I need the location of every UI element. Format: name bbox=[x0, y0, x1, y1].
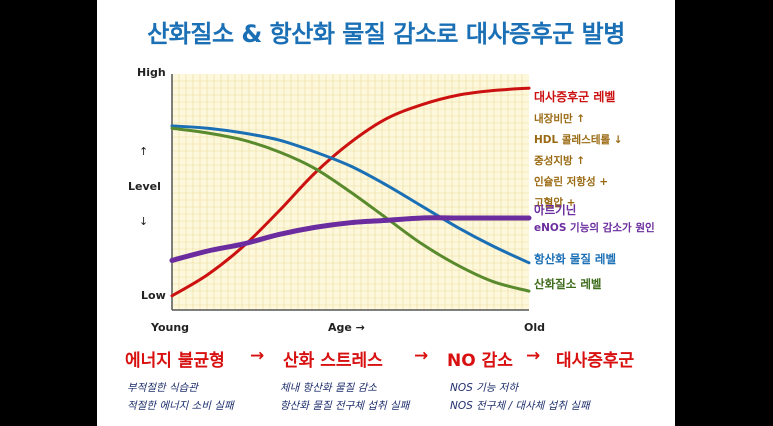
note-col1-line1: 부적절한 식습관 bbox=[127, 382, 198, 394]
x-end-label: Old bbox=[524, 321, 545, 334]
flow-arrow-1: → bbox=[250, 346, 265, 366]
x-axis-label: Age → bbox=[328, 321, 365, 334]
flow-step-energy: 에너지 불균형 bbox=[125, 351, 225, 371]
factor-hdl: HDL 콜레스테롤 ↓ bbox=[534, 133, 623, 146]
legend-nitric-oxide: 산화질소 레벨 bbox=[534, 277, 601, 291]
arginine-note: eNOS 기능의 감소가 원인 bbox=[534, 221, 655, 234]
note-col2-line1: 체내 항산화 물질 감소 bbox=[280, 382, 377, 394]
legend-arginine: 아르기닌 bbox=[534, 203, 576, 217]
factor-hypertension: 고혈압 + bbox=[534, 196, 575, 209]
flow-arrow-3: → bbox=[526, 346, 541, 366]
y-up-arrow: ↑ bbox=[139, 145, 148, 158]
series-antioxidant bbox=[170, 124, 531, 265]
y-axis-label: Level bbox=[128, 180, 161, 193]
factor-visceral-fat: 내장비만 ↑ bbox=[534, 112, 585, 125]
series-metabolic-syndrome bbox=[170, 86, 531, 298]
page-title: 산화질소 & 항산화 물질 감소로 대사증후군 발병 bbox=[147, 20, 625, 48]
y-down-arrow: ↓ bbox=[139, 215, 148, 228]
flow-step-no: NO 감소 bbox=[447, 351, 513, 371]
legend-antioxidant: 항산화 물질 레벨 bbox=[534, 252, 616, 266]
legend-metabolic: 대사증후군 레벨 bbox=[534, 89, 615, 104]
note-col3-line1: NOS 기능 저하 bbox=[450, 382, 519, 394]
series-nitric-oxide bbox=[170, 126, 531, 293]
series-arginine bbox=[169, 215, 532, 263]
factor-triglyceride: 중성지방 ↑ bbox=[534, 154, 585, 167]
flow-step-metabolic: 대사증후군 bbox=[556, 351, 635, 371]
factor-insulin: 인슐린 저항성 + bbox=[534, 175, 608, 188]
note-col1-line2: 적절한 에너지 소비 실패 bbox=[127, 400, 234, 412]
note-col3-line2: NOS 전구체 / 대사체 섭취 실패 bbox=[450, 400, 590, 412]
x-start-label: Young bbox=[150, 321, 189, 334]
y-low-label: Low bbox=[141, 289, 166, 302]
note-col2-line2: 항산화 물질 전구체 섭취 실패 bbox=[280, 400, 410, 412]
series-group bbox=[169, 86, 532, 298]
flow-step-oxidative: 산화 스트레스 bbox=[283, 351, 383, 371]
y-high-label: High bbox=[137, 66, 166, 79]
slide: 산화질소 & 항산화 물질 감소로 대사증후군 발병 High ↑ Level … bbox=[97, 0, 675, 426]
flow-arrow-2: → bbox=[414, 346, 429, 366]
line-chart: High ↑ Level ↓ Low Young Age → Old 대사증후군… bbox=[128, 66, 655, 334]
